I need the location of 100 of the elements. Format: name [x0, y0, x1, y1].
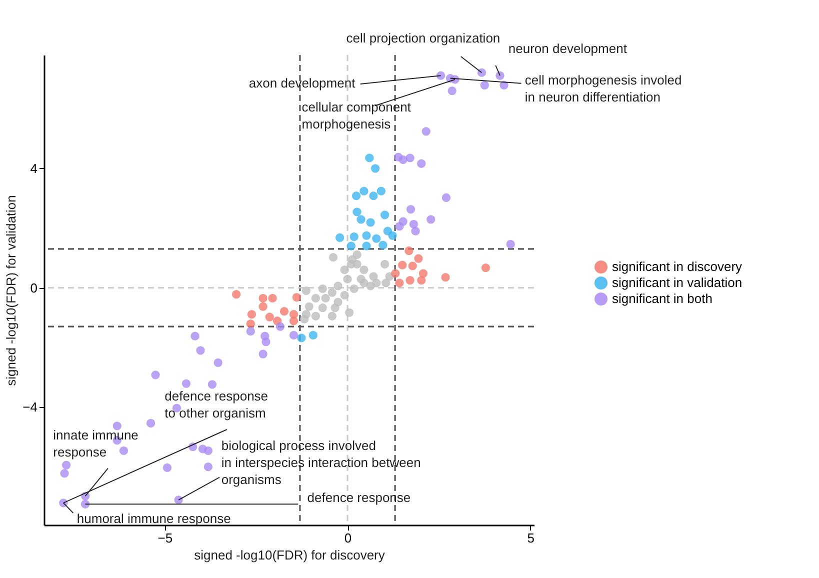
annotation: innate immune response [53, 428, 138, 460]
annotation: axon development [248, 75, 356, 90]
point [350, 284, 358, 293]
point [365, 154, 374, 162]
point [300, 314, 309, 324]
point [292, 292, 302, 302]
point [280, 307, 289, 316]
x-tick-label: 5 [527, 530, 534, 546]
point [146, 418, 156, 428]
point [247, 310, 256, 319]
point [360, 186, 368, 196]
point [409, 220, 418, 229]
point [268, 294, 277, 303]
point [406, 276, 414, 285]
point [369, 192, 378, 200]
point [112, 422, 122, 430]
x-tick-label: −5 [158, 530, 173, 546]
legend-label: significant in discovery [612, 259, 743, 274]
point [398, 155, 408, 164]
point [321, 294, 330, 303]
y-tick-label: 0 [30, 280, 38, 296]
point [262, 337, 270, 346]
point [477, 68, 486, 77]
annotation: neuron development [508, 41, 628, 56]
y-tick-label: 4 [30, 160, 38, 176]
point [304, 302, 314, 311]
point [246, 327, 255, 336]
point [378, 240, 388, 250]
point [414, 254, 423, 263]
point [336, 233, 344, 242]
point [376, 186, 386, 196]
point [340, 290, 349, 300]
point [388, 231, 397, 240]
point [343, 274, 352, 284]
point [441, 272, 450, 282]
point [352, 208, 362, 216]
point [417, 159, 426, 168]
point [308, 330, 318, 340]
point [391, 269, 400, 278]
point [370, 164, 380, 173]
point [232, 290, 241, 299]
point [380, 260, 390, 269]
x-axis-title: signed -log10(FDR) for discovery [194, 548, 386, 562]
point [196, 346, 205, 355]
point [204, 446, 213, 456]
point [360, 278, 368, 288]
point [360, 266, 368, 274]
point [62, 460, 71, 470]
point [190, 332, 200, 340]
point [119, 446, 128, 456]
point [436, 71, 446, 80]
y-axis-title: signed -log10(FDR) for validation [4, 195, 19, 386]
point [380, 210, 390, 220]
point [422, 127, 430, 136]
point [276, 322, 285, 331]
point [258, 302, 268, 311]
point [362, 231, 371, 240]
point [289, 316, 298, 326]
point [258, 294, 268, 303]
point [297, 334, 306, 342]
annotation: cell projection organization [346, 30, 500, 46]
point [395, 222, 404, 231]
point [345, 308, 354, 317]
point [340, 266, 349, 274]
point [330, 303, 340, 312]
y-tick-label: −4 [22, 400, 38, 415]
point [328, 288, 336, 297]
point [408, 262, 417, 270]
point [311, 312, 320, 320]
point [311, 294, 320, 303]
point [406, 154, 414, 162]
point [289, 330, 298, 340]
point [372, 234, 381, 243]
legend-label: significant in validation [612, 275, 742, 290]
point [398, 260, 407, 270]
point [328, 312, 336, 320]
point [448, 86, 456, 96]
point [442, 193, 451, 202]
point [352, 250, 362, 259]
point [411, 226, 420, 236]
point [496, 71, 504, 80]
point [318, 303, 327, 312]
point [80, 500, 90, 508]
point [328, 253, 338, 262]
point [480, 80, 489, 90]
point [151, 370, 160, 380]
point [302, 286, 311, 296]
point [346, 242, 356, 250]
point [406, 204, 416, 214]
point [372, 278, 381, 288]
point [426, 215, 436, 224]
point [506, 240, 515, 249]
point [162, 463, 172, 472]
point [350, 232, 358, 242]
annotation: humoral immune response [76, 511, 231, 526]
point [208, 380, 217, 389]
point [346, 260, 356, 269]
point [362, 242, 371, 250]
annotation: cell morphogenesis involed in neuron differentiation [524, 72, 682, 104]
x-tick-label: 0 [344, 530, 352, 546]
